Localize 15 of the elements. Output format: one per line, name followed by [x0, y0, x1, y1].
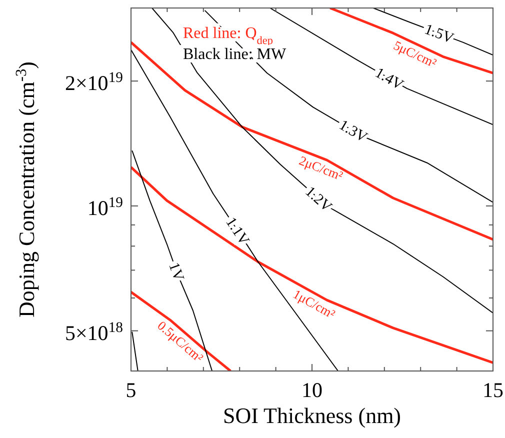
text: 1.2V [302, 184, 335, 216]
x-tick-label: 15 [482, 378, 504, 402]
text: 1.1V [222, 214, 252, 248]
x-axis-title: SOI Thickness (nm) [222, 403, 402, 428]
line-series [131, 290, 232, 371]
text: 1.5V [422, 22, 456, 48]
text: 1V [165, 260, 186, 284]
x-tick-label: 5 [126, 378, 136, 402]
y-tick-label: 5×10$^{18}$ [64, 320, 123, 345]
x-tick-label: 10 [302, 378, 322, 402]
y-tick-label: 10$^{19}$ [87, 194, 123, 220]
line-series [132, 150, 213, 371]
y-tick-label: 2×10$^{19}$ [64, 70, 123, 96]
text: 1.3V [336, 117, 370, 146]
text: 1.4V [372, 65, 406, 94]
